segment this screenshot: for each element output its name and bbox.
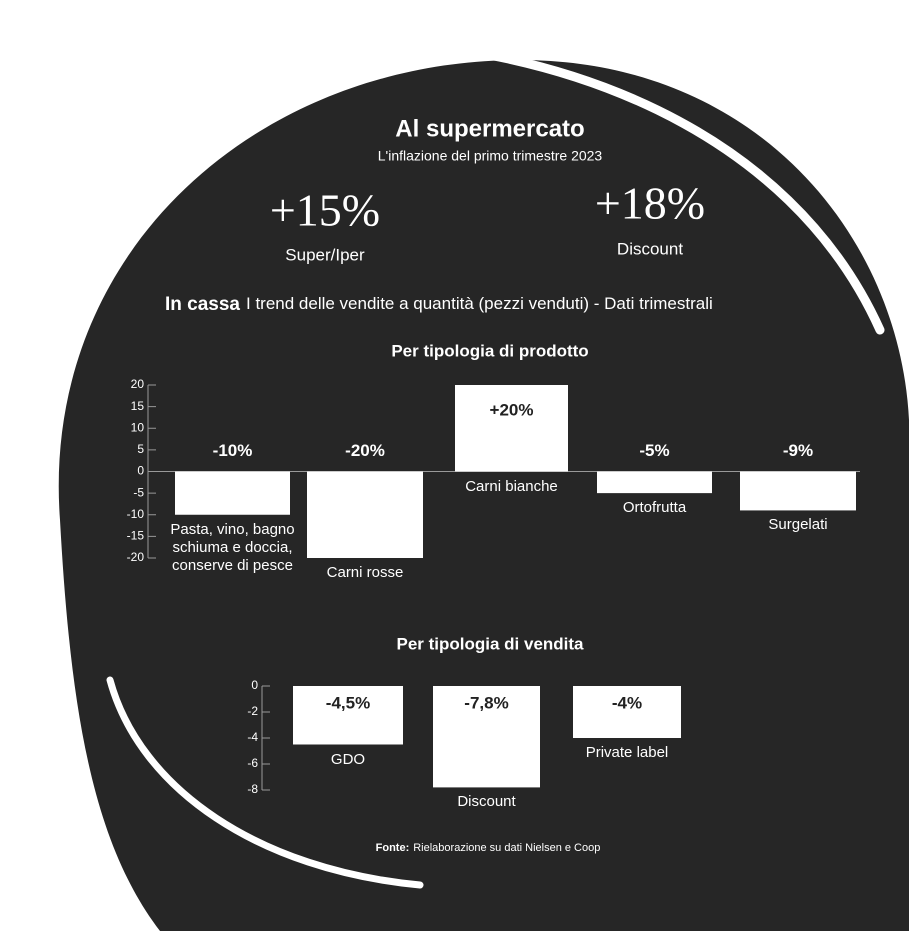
y-tick-label: -8: [247, 782, 258, 796]
category-label: Carni rosse: [297, 564, 433, 582]
bar: [597, 472, 712, 494]
value-label: -9%: [783, 441, 813, 460]
title: Al supermercato: [395, 115, 584, 142]
value-label: -5%: [639, 441, 669, 460]
y-tick-label: -4: [247, 730, 258, 744]
section-line: In cassa I trend delle vendite a quantità…: [165, 294, 713, 315]
category-label: GDO: [283, 751, 413, 769]
y-tick-label: 20: [131, 377, 145, 391]
bar: [455, 385, 568, 472]
category-label-box: GDO: [283, 751, 413, 841]
y-tick-label: 5: [137, 442, 144, 456]
category-label: Private label: [563, 744, 691, 762]
value-label: -4,5%: [326, 693, 370, 712]
category-label-box: Discount: [423, 793, 550, 883]
subtitle: L'inflazione del primo trimestre 2023: [378, 148, 603, 164]
category-label-box: Private label: [563, 744, 691, 834]
y-tick-label: 0: [251, 678, 258, 692]
value-label: -10%: [213, 441, 253, 460]
y-tick-label: -6: [247, 756, 258, 770]
chart-title: Per tipologia di prodotto: [391, 341, 588, 360]
y-tick-label: 15: [131, 399, 145, 413]
y-tick-label: 0: [137, 464, 144, 478]
value-label: -20%: [345, 441, 385, 460]
stat-value: +15%: [270, 185, 380, 236]
category-label-box: Surgelati: [730, 516, 866, 606]
category-label: Ortofrutta: [587, 499, 722, 517]
category-label-box: Ortofrutta: [587, 499, 722, 589]
category-label: Surgelati: [730, 516, 866, 534]
bar: [175, 472, 290, 515]
y-tick-label: -10: [127, 507, 145, 521]
stat-label: Super/Iper: [285, 245, 365, 264]
y-tick-label: -20: [127, 550, 145, 564]
y-tick-label: 10: [131, 420, 145, 434]
value-label: -4%: [612, 693, 642, 712]
bar: [740, 472, 856, 511]
y-tick-label: -15: [127, 529, 145, 543]
category-label: Carni bianche: [445, 478, 578, 496]
section-text: I trend delle vendite a quantità (pezzi …: [246, 294, 713, 313]
section-label: In cassa: [165, 294, 240, 315]
chart-title: Per tipologia di vendita: [396, 634, 584, 653]
infographic: Al supermercato L'inflazione del primo t…: [0, 0, 909, 931]
bar: [307, 472, 423, 559]
category-label-box: Pasta, vino, bagno schiuma e doccia, con…: [165, 521, 300, 611]
source-label: Fonte:: [376, 842, 410, 854]
value-label: -7,8%: [464, 693, 508, 712]
stat-label: Discount: [617, 239, 683, 258]
category-label: Discount: [423, 793, 550, 811]
stat-value: +18%: [595, 178, 705, 229]
y-tick-label: -2: [247, 704, 258, 718]
category-label: Pasta, vino, bagno schiuma e doccia, con…: [165, 521, 300, 575]
category-label-box: Carni bianche: [445, 478, 578, 568]
value-label: +20%: [490, 400, 534, 419]
y-tick-label: -5: [133, 485, 144, 499]
